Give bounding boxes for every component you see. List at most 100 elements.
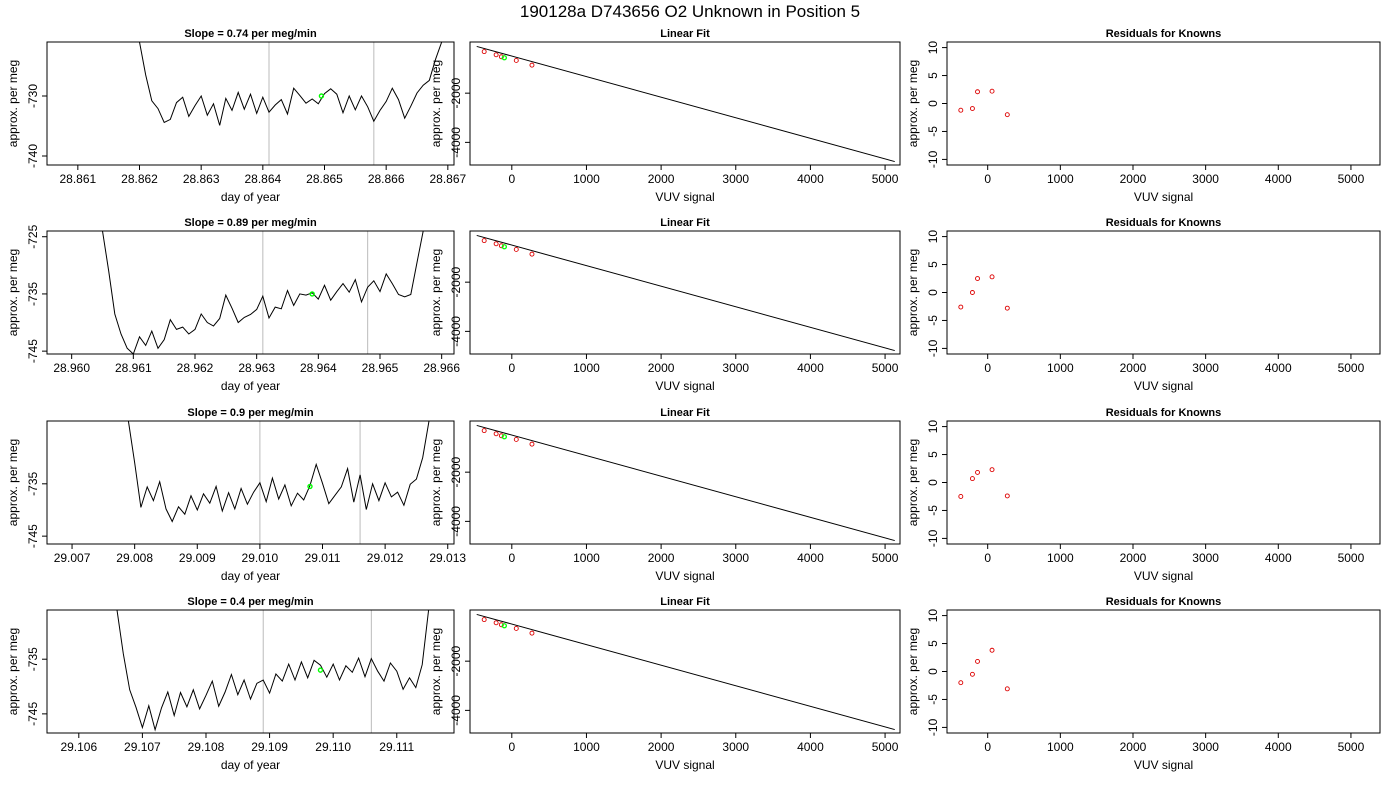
x-tick-label: 5000 <box>872 361 899 375</box>
residual-point <box>969 106 975 111</box>
plot-area <box>102 231 424 354</box>
x-tick-label: 29.110 <box>315 740 351 754</box>
panels: Slope = 0.74 per meg/min day of year appro… <box>6 28 1381 772</box>
plot-frame <box>946 609 1381 734</box>
panel-title: Slope = 0.4 per meg/min <box>187 596 314 608</box>
y-tick-label: -745 <box>26 702 40 726</box>
known-point <box>498 243 504 249</box>
panel-4-1: Slope = 0.4 per meg/min day of year approx… <box>6 596 455 772</box>
residual-point <box>958 494 964 499</box>
plot-frame <box>469 420 901 545</box>
plot-area <box>958 647 1010 692</box>
y-axis-label: approx. per meg <box>6 60 20 147</box>
x-tick-label: 29.008 <box>116 551 153 565</box>
unknown-marker <box>317 667 324 673</box>
y-tick-label: -5 <box>926 315 940 326</box>
x-tick-label: 29.007 <box>54 551 91 565</box>
y-tick-label: -5 <box>926 505 940 516</box>
x-tick-label: 28.861 <box>59 172 96 186</box>
y-tick-label: 10 <box>926 230 940 244</box>
unknown-marker <box>318 93 325 99</box>
y-axis-label: approx. per meg <box>906 439 920 526</box>
y-tick-label: 0 <box>926 668 940 675</box>
panel-3-1: Slope = 0.9 per meg/min day of year approx… <box>6 407 466 583</box>
known-point <box>481 428 487 434</box>
y-axis-label: approx. per meg <box>6 628 20 715</box>
y-axis-label: approx. per meg <box>429 60 443 147</box>
plot-frame <box>469 41 901 166</box>
y-tick-label: -4000 <box>449 316 463 347</box>
figure-title: 190128a D743656 O2 Unknown in Position 5 <box>520 2 860 21</box>
x-tick-label: 2000 <box>648 551 675 565</box>
panel-2-3: Residuals for Knowns VUV signal approx. pe… <box>906 217 1381 393</box>
x-tick-label: 5000 <box>872 740 899 754</box>
y-axis-label: approx. per meg <box>906 628 920 715</box>
x-tick-label: 0 <box>984 361 991 375</box>
known-point <box>513 626 519 631</box>
plot-area <box>958 88 1010 118</box>
residual-point <box>989 88 995 94</box>
y-tick-label: -10 <box>926 718 940 736</box>
x-tick-label: 0 <box>508 172 515 186</box>
x-tick-label: 1000 <box>573 551 600 565</box>
y-tick-label: 0 <box>926 289 940 296</box>
x-tick-label: 28.962 <box>177 361 214 375</box>
y-tick-label: -10 <box>926 529 940 547</box>
unknown-point <box>501 244 507 250</box>
x-tick-label: 4000 <box>797 172 824 186</box>
y-tick-label: -745 <box>26 339 40 363</box>
residual-point <box>989 647 995 653</box>
plot-area <box>958 467 1010 499</box>
panel-2-2: Linear Fit VUV signal approx. per meg 0 1000… <box>429 217 901 393</box>
known-point <box>481 238 487 244</box>
x-tick-label: 28.862 <box>121 172 158 186</box>
residual-point <box>1004 112 1010 118</box>
x-axis-label: day of year <box>221 569 280 583</box>
unknown-marker <box>307 483 313 490</box>
x-tick-label: 1000 <box>573 740 600 754</box>
x-tick-label: 0 <box>984 740 991 754</box>
plot-frame <box>946 230 1381 355</box>
series-line <box>102 231 424 354</box>
known-point <box>529 251 535 257</box>
panel-title: Slope = 0.74 per meg/min <box>184 28 317 40</box>
x-tick-label: 1000 <box>1047 361 1074 375</box>
residual-point <box>975 469 980 475</box>
x-tick-label: 4000 <box>797 740 824 754</box>
x-axis-label: VUV signal <box>655 569 714 583</box>
plot-frame <box>46 420 455 545</box>
x-tick-label: 4000 <box>797 361 824 375</box>
residual-point <box>975 89 980 95</box>
residual-point <box>989 274 995 280</box>
panel-title: Linear Fit <box>660 407 710 419</box>
x-tick-label: 3000 <box>722 740 749 754</box>
x-tick-label: 28.961 <box>115 361 152 375</box>
y-tick-label: -4000 <box>449 506 463 537</box>
known-point <box>529 441 535 447</box>
y-tick-label: 5 <box>926 72 940 79</box>
y-axis-label: approx. per meg <box>429 439 443 526</box>
plot-frame <box>469 230 901 355</box>
y-axis-label: approx. per meg <box>906 60 920 147</box>
x-tick-label: 28.864 <box>244 172 281 186</box>
x-tick-label: 0 <box>508 551 515 565</box>
y-tick-label: -730 <box>26 84 40 108</box>
y-tick-label: -4000 <box>449 695 463 726</box>
x-tick-label: 1000 <box>1047 172 1074 186</box>
panel-1-3: Residuals for Knowns VUV signal approx. pe… <box>906 28 1381 204</box>
y-tick-label: 0 <box>926 100 940 107</box>
panel-title: Residuals for Knowns <box>1106 28 1222 40</box>
y-axis-label: approx. per meg <box>429 249 443 336</box>
panel-title: Linear Fit <box>660 596 710 608</box>
fit-line <box>476 45 895 163</box>
known-point <box>481 49 487 55</box>
known-point <box>529 62 535 68</box>
x-tick-label: 4000 <box>797 551 824 565</box>
x-tick-label: 28.867 <box>429 172 466 186</box>
x-tick-label: 28.865 <box>306 172 343 186</box>
x-tick-label: 0 <box>984 172 991 186</box>
known-point <box>513 437 519 442</box>
x-tick-label: 2000 <box>1120 740 1147 754</box>
x-tick-label: 2000 <box>648 172 675 186</box>
known-point <box>498 54 504 60</box>
